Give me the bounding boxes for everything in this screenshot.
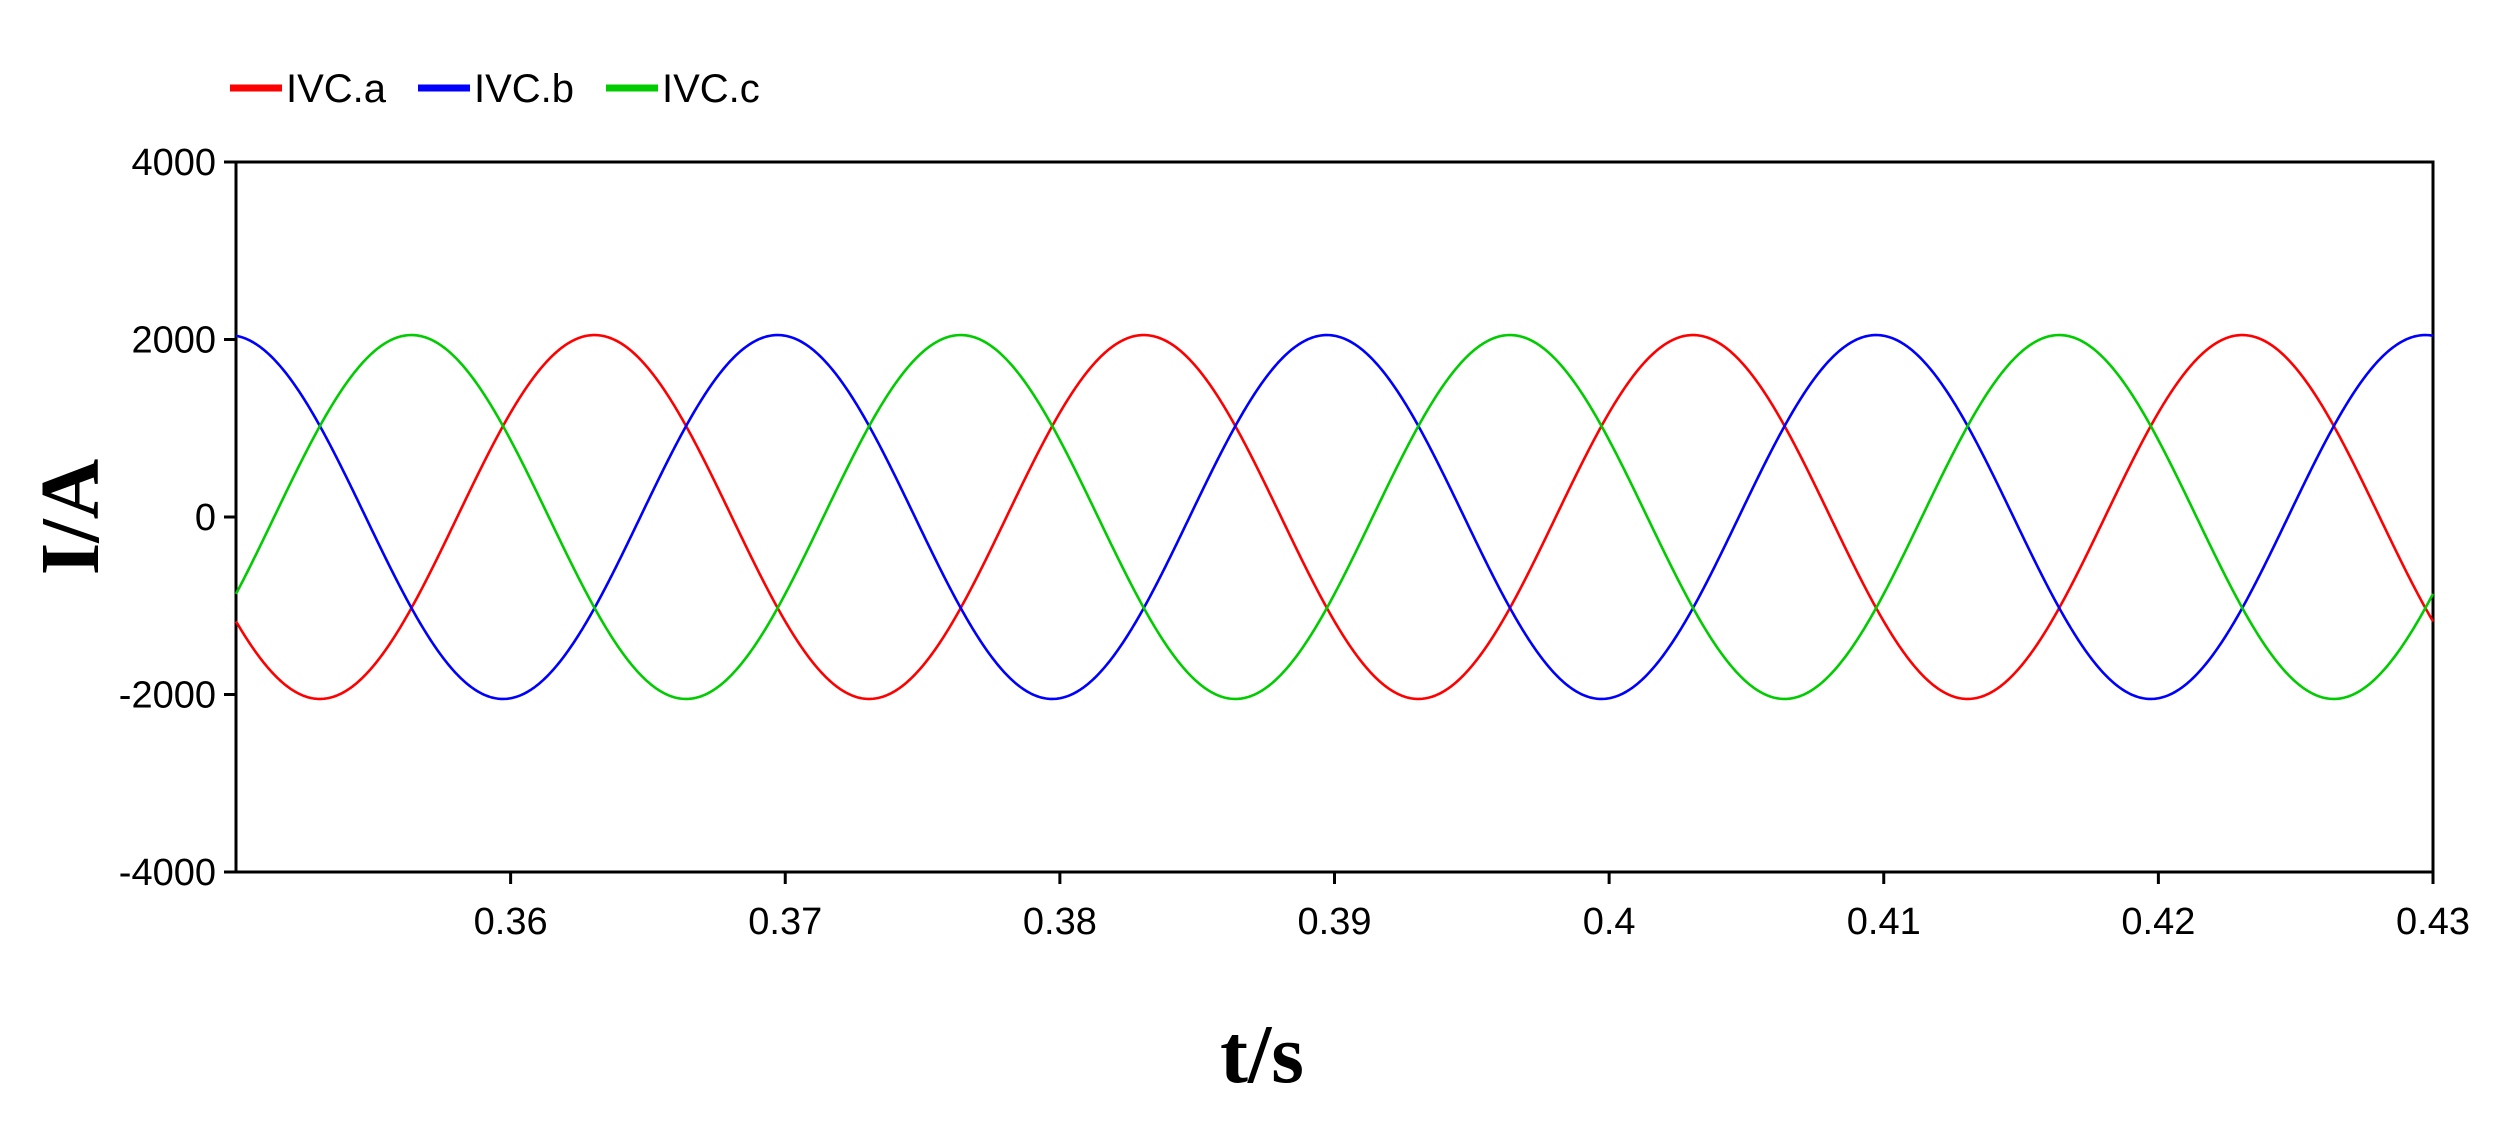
legend-label-ivc-a: IVC.a: [286, 67, 387, 111]
x-tick-label: 0.39: [1298, 901, 1372, 943]
series-line-ivc-a: [234, 333, 2435, 701]
x-tick-label: 0.37: [748, 901, 822, 943]
y-tick-label: -4000: [119, 852, 216, 894]
y-tick-label: 2000: [131, 320, 216, 362]
series-line-ivc-c: [234, 333, 2435, 701]
y-axis-title: I/A: [24, 458, 117, 575]
y-tick-label: 4000: [131, 142, 216, 184]
x-axis-title: t/s: [1220, 1008, 1304, 1101]
y-tick-label: 0: [195, 497, 216, 539]
series-layer: [234, 333, 2435, 701]
legend: IVC.a IVC.b IVC.c: [230, 67, 760, 111]
series-line-ivc-b: [235, 333, 2434, 701]
x-tick-label: 0.43: [2396, 901, 2470, 943]
x-tick-label: 0.42: [2121, 901, 2195, 943]
x-axis: 0.36 0.37 0.38 0.39 0.4 0.41 0.42 0.43: [474, 872, 2470, 943]
legend-label-ivc-c: IVC.c: [662, 67, 760, 111]
x-tick-label: 0.36: [474, 901, 548, 943]
y-tick-label: -2000: [119, 675, 216, 717]
x-tick-label: 0.41: [1847, 901, 1921, 943]
y-axis: -4000 -2000 0 2000 4000: [119, 142, 236, 894]
x-tick-label: 0.38: [1023, 901, 1097, 943]
x-tick-label: 0.4: [1583, 901, 1636, 943]
plot-frame: [234, 160, 2435, 874]
legend-label-ivc-b: IVC.b: [474, 67, 574, 111]
